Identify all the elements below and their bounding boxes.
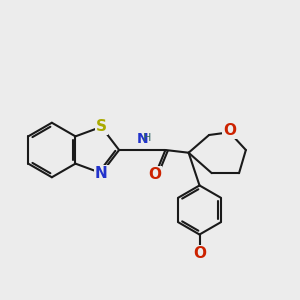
- Text: N: N: [136, 132, 148, 146]
- Text: N: N: [95, 166, 108, 181]
- Text: O: O: [148, 167, 161, 182]
- Text: O: O: [223, 123, 236, 138]
- Text: S: S: [96, 119, 107, 134]
- Text: O: O: [193, 246, 206, 261]
- Text: H: H: [143, 133, 152, 143]
